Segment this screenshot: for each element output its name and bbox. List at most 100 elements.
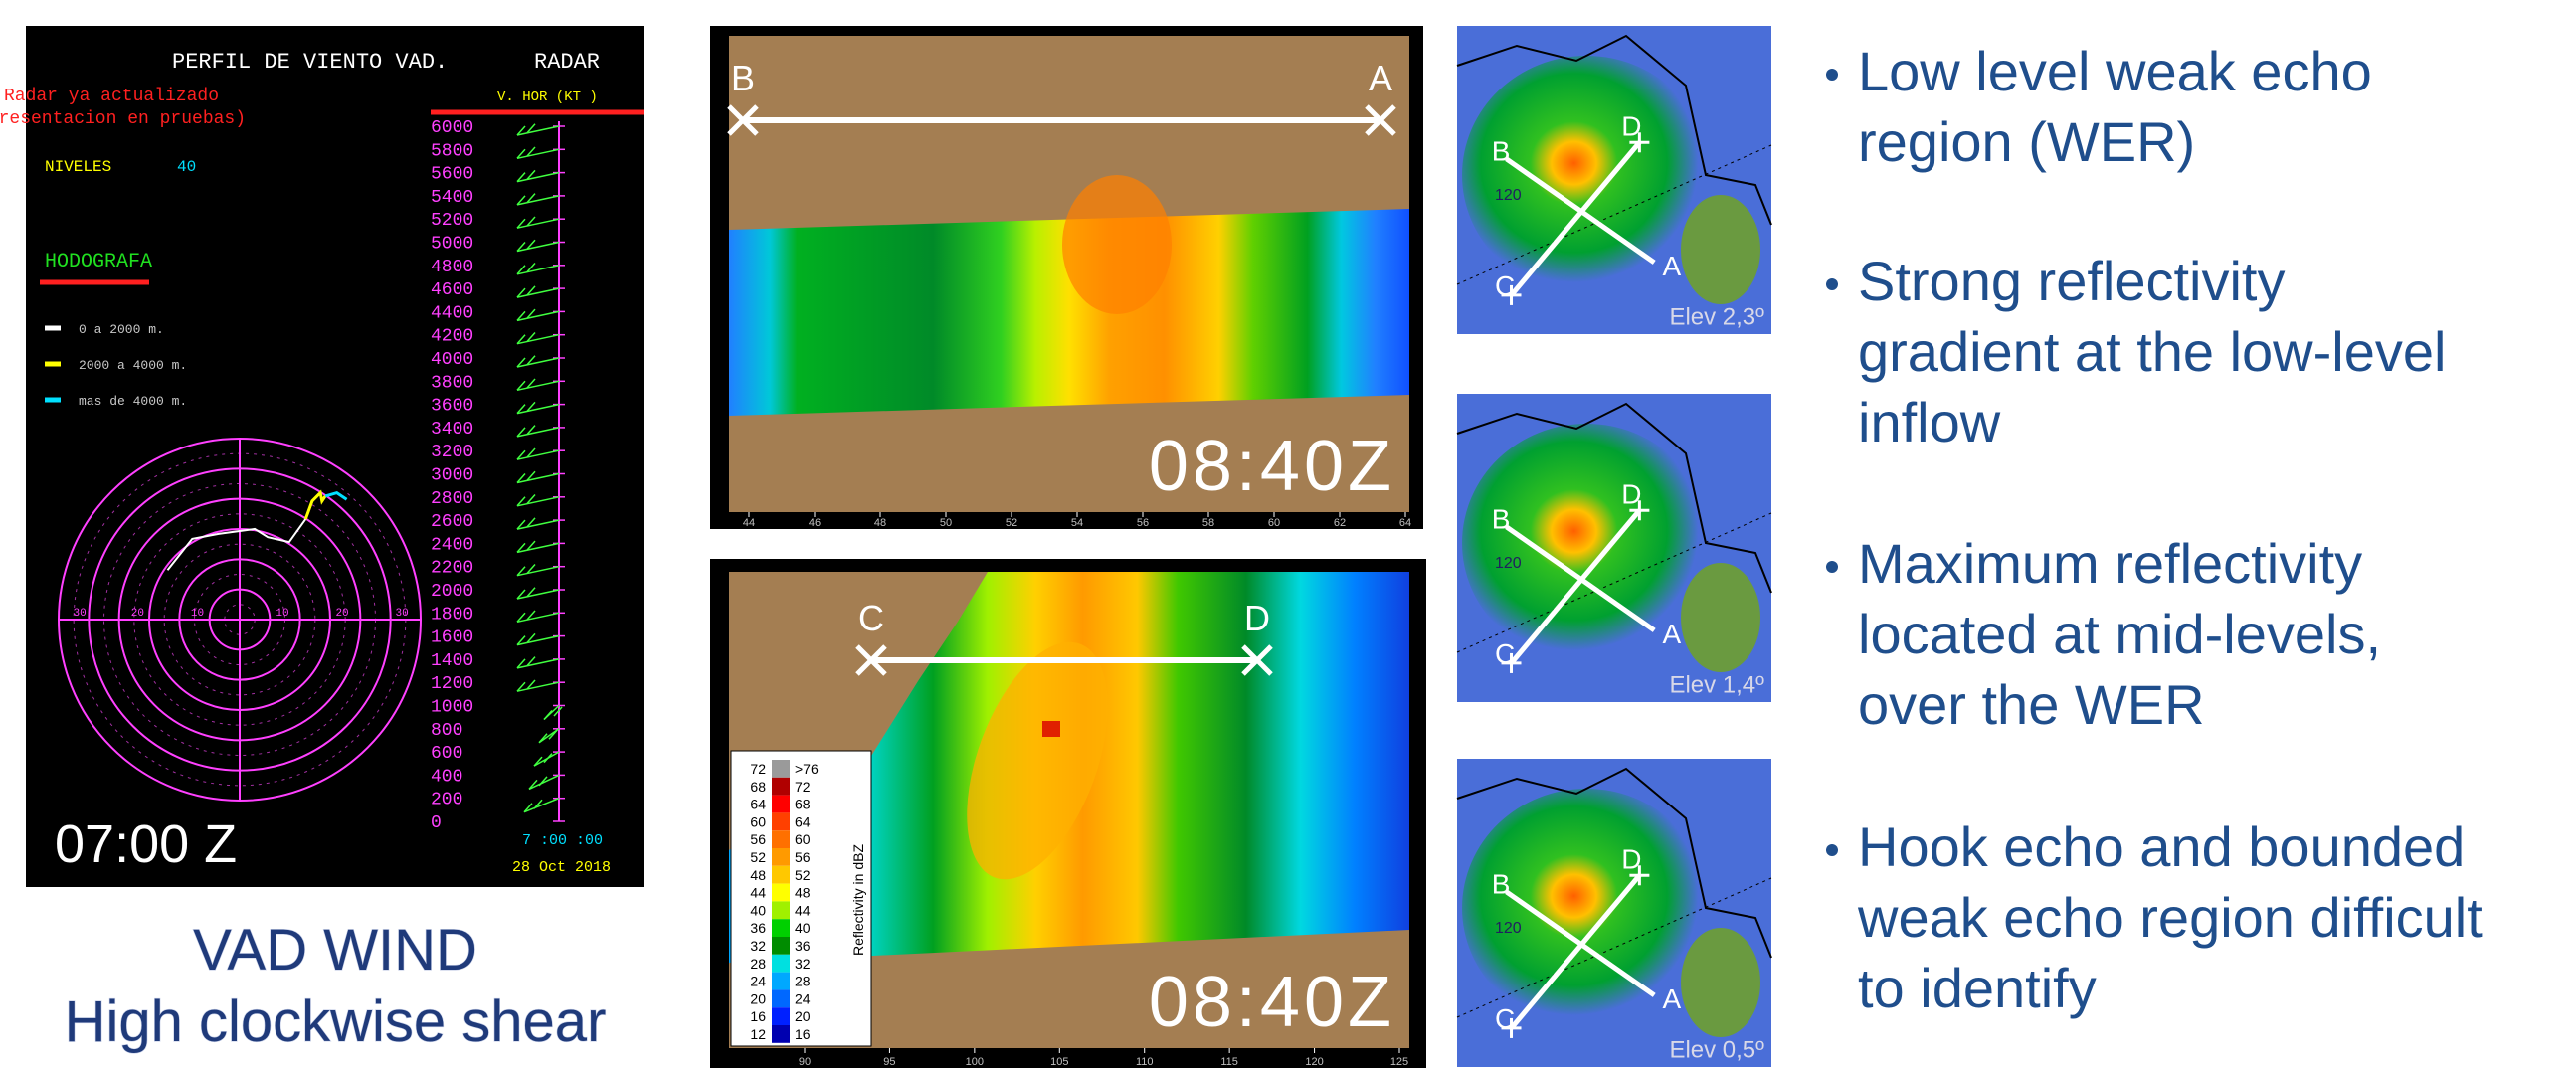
ppi-land <box>1681 195 1760 304</box>
hodograph-title: HODOGRAFA <box>45 251 152 273</box>
section-point-label: B <box>731 58 755 98</box>
slide: PERFIL DE VIENTO VAD.RADARRadar ya actua… <box>0 0 2576 1073</box>
bullet-text: gradient at the low-level <box>1858 320 2446 383</box>
section-point-label: A <box>1369 58 1392 98</box>
x-tick-label: 50 <box>940 517 952 529</box>
legend-label: mas de 4000 m. <box>79 394 187 409</box>
legend-low: 12 <box>750 1026 766 1042</box>
legend-low: 68 <box>750 779 766 795</box>
legend-high: 72 <box>795 779 811 795</box>
legend-color <box>772 796 790 813</box>
x-tick-label: 125 <box>1390 1056 1408 1068</box>
legend-high: 32 <box>795 956 811 972</box>
x-tick-label: 110 <box>1136 1056 1154 1068</box>
altitude-label: 200 <box>431 791 462 810</box>
bullet-dot <box>1826 69 1838 81</box>
legend-high: 16 <box>795 1026 811 1042</box>
altitude-label: 4600 <box>431 280 473 300</box>
bullet-text: Low level weak echo <box>1858 40 2372 102</box>
legend-color <box>772 955 790 973</box>
ppi-label: D <box>1621 479 1641 510</box>
x-tick-label: 100 <box>966 1056 984 1068</box>
altitude-label: 5400 <box>431 188 473 208</box>
vad-panel <box>26 26 644 887</box>
ppi-range: 120 <box>1495 555 1522 572</box>
section-time: 08:40Z <box>1149 963 1395 1042</box>
altitude-label: 1000 <box>431 698 473 718</box>
altitude-label: 5000 <box>431 235 473 255</box>
altitude-label: 4000 <box>431 350 473 370</box>
legend-color <box>772 884 790 902</box>
legend-low: 72 <box>750 761 766 777</box>
footer-date: 28 Oct 2018 <box>512 859 611 876</box>
altitude-label: 3200 <box>431 443 473 462</box>
legend-low: 16 <box>750 1008 766 1024</box>
legend-title: Reflectivity in dBZ <box>850 844 866 956</box>
bullet-text: Hook echo and bounded <box>1858 815 2465 878</box>
altitude-label: 1800 <box>431 605 473 625</box>
section-point-label: C <box>858 598 884 638</box>
legend-color <box>772 760 790 778</box>
ppi-label: C <box>1495 638 1515 669</box>
altitude-label: 0 <box>431 813 442 833</box>
ppi-elevation: Elev 0,5º <box>1669 1037 1764 1064</box>
x-tick-label: 52 <box>1006 517 1017 529</box>
ppi-range: 120 <box>1495 187 1522 204</box>
ppi-label: A <box>1663 251 1682 281</box>
altitude-label: 5600 <box>431 165 473 185</box>
bullet-text: region (WER) <box>1858 110 2195 173</box>
legend-high: 56 <box>795 849 811 865</box>
speed-header: V. HOR (KT ) <box>497 89 598 105</box>
echo-core <box>1062 175 1172 314</box>
altitude-label: 2000 <box>431 582 473 602</box>
legend-low: 40 <box>750 902 766 918</box>
legend-high: 52 <box>795 867 811 883</box>
ring-label: 30 <box>396 608 409 620</box>
legend-label: 0 a 2000 m. <box>79 322 164 337</box>
altitude-label: 4400 <box>431 303 473 323</box>
ppi-label: A <box>1663 984 1682 1014</box>
ppi-elevation: Elev 2,3º <box>1669 304 1764 331</box>
levels-label: NIVELES <box>45 158 111 176</box>
x-tick-label: 62 <box>1334 517 1346 529</box>
legend-low: 44 <box>750 885 766 901</box>
legend-high: >76 <box>795 761 819 777</box>
bullet-dot <box>1826 844 1838 856</box>
legend-high: 24 <box>795 990 811 1006</box>
ppi-label: C <box>1495 270 1515 301</box>
altitude-label: 3400 <box>431 420 473 440</box>
x-tick-label: 64 <box>1399 517 1411 529</box>
ppi-label: D <box>1621 111 1641 142</box>
ring-label: 30 <box>74 608 87 620</box>
x-tick-label: 48 <box>874 517 886 529</box>
vad-status: (presentacion en pruebas) <box>0 109 246 129</box>
ppi-label: B <box>1492 503 1511 534</box>
legend-color <box>772 989 790 1007</box>
legend-label: 2000 a 4000 m. <box>79 358 187 373</box>
legend-low: 20 <box>750 990 766 1006</box>
ppi-land <box>1681 928 1760 1037</box>
legend-color <box>772 812 790 830</box>
ring-label: 20 <box>335 608 348 620</box>
bullet-text: Strong reflectivity <box>1858 250 2286 312</box>
legend-color <box>772 973 790 990</box>
ring-label: 10 <box>276 608 288 620</box>
legend-color <box>772 901 790 919</box>
bullet-text: weak echo region difficult <box>1857 886 2483 949</box>
altitude-label: 6000 <box>431 118 473 138</box>
legend-low: 36 <box>750 920 766 936</box>
x-tick-label: 105 <box>1050 1056 1068 1068</box>
echo-peak <box>1042 721 1060 737</box>
legend-high: 28 <box>795 974 811 989</box>
vad-status: Radar ya actualizado <box>4 87 219 106</box>
altitude-label: 5200 <box>431 211 473 231</box>
legend-color <box>772 919 790 937</box>
legend-low: 32 <box>750 938 766 954</box>
x-tick-label: 44 <box>743 517 755 529</box>
x-tick-label: 60 <box>1268 517 1280 529</box>
altitude-label: 4200 <box>431 327 473 347</box>
legend-high: 64 <box>795 813 811 829</box>
altitude-label: 3000 <box>431 466 473 486</box>
altitude-label: 400 <box>431 767 462 787</box>
legend-high: 40 <box>795 920 811 936</box>
